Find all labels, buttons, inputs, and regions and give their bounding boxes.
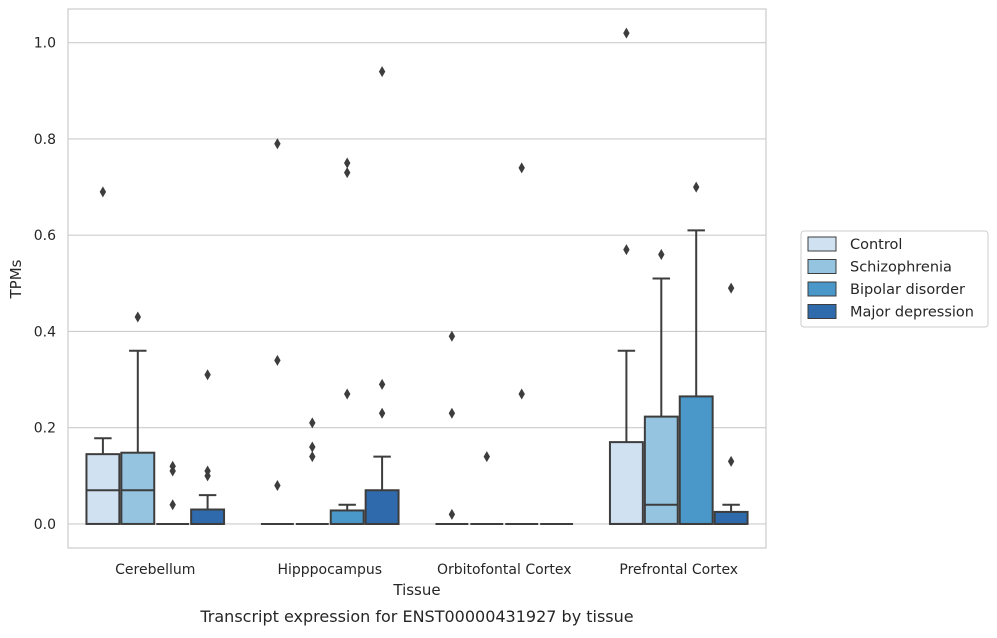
- figure-caption: Transcript expression for ENST0000043192…: [199, 607, 633, 626]
- box: [608, 441, 644, 525]
- box-group: [713, 282, 749, 525]
- outlier-marker: [727, 282, 735, 294]
- box: [678, 395, 714, 525]
- box: [643, 415, 679, 525]
- legend-swatch: [807, 281, 837, 297]
- box-group: [295, 417, 329, 525]
- outlier-marker: [99, 186, 107, 198]
- x-tick-labels: Cerebellum Hipppocampus Orbitofontal Corte…: [115, 562, 738, 578]
- outlier-marker: [727, 455, 735, 467]
- outlier-marker: [274, 354, 281, 366]
- outlier-marker: [309, 417, 316, 429]
- box-group: [505, 162, 539, 525]
- box: [713, 510, 749, 525]
- outlier-marker: [204, 369, 211, 381]
- outlier-marker: [518, 388, 525, 400]
- x-axis-label: Tissue: [392, 581, 440, 599]
- outlier-marker: [378, 66, 386, 78]
- y-tick-label: 0.2: [34, 421, 56, 437]
- outlier-marker: [378, 407, 386, 419]
- box: [190, 508, 226, 525]
- outlier-marker: [448, 508, 456, 520]
- legend-label: Control: [850, 237, 902, 253]
- outlier-marker: [309, 441, 316, 453]
- outlier-marker: [344, 388, 351, 400]
- outlier-marker: [658, 248, 665, 260]
- outlier-marker: [448, 407, 456, 419]
- legend-label: Major depression: [850, 305, 974, 321]
- y-tick-label: 0.4: [34, 324, 56, 340]
- y-tick-label: 0.8: [34, 132, 56, 148]
- outlier-marker: [448, 330, 456, 342]
- box: [364, 489, 400, 525]
- box-group: [190, 369, 226, 525]
- box-group: [364, 66, 400, 525]
- legend-swatch: [807, 259, 837, 274]
- box: [120, 451, 156, 525]
- box-group: [435, 330, 469, 525]
- legend: Control Schizophrenia Bipolar disorder Majo…: [800, 230, 989, 328]
- legend-label: Bipolar disorder: [850, 282, 965, 298]
- outlier-marker: [274, 479, 281, 491]
- y-tick-labels: 0.0 0.2 0.4 0.6 0.8 1.0: [34, 36, 56, 533]
- outlier-marker: [204, 470, 211, 482]
- outlier-marker: [309, 451, 316, 463]
- legend-swatch: [807, 304, 837, 319]
- x-tick-label: Hipppocampus: [277, 562, 382, 578]
- outlier-marker: [344, 167, 351, 179]
- box-group: [156, 460, 190, 525]
- plot-frame: [67, 8, 767, 549]
- box-group: [643, 248, 679, 525]
- y-tick-label: 0.0: [34, 517, 56, 533]
- y-tick-label: 0.6: [34, 228, 56, 244]
- x-tick-label: Prefrontal Cortex: [619, 562, 738, 578]
- box-group: [120, 311, 156, 525]
- legend-frame: [800, 230, 989, 328]
- box: [329, 509, 365, 525]
- box-group: [678, 181, 714, 525]
- box: [85, 453, 121, 525]
- box-layer: [85, 27, 749, 525]
- outlier-marker: [518, 162, 525, 174]
- box-group: [608, 27, 644, 525]
- legend-label: Schizophrenia: [850, 260, 952, 276]
- outlier-marker: [623, 27, 630, 39]
- y-axis-label: TPMs: [7, 259, 25, 299]
- x-tick-label: Cerebellum: [115, 562, 195, 578]
- box-group: [85, 186, 121, 525]
- outlier-marker: [483, 451, 490, 463]
- box-group: [260, 138, 294, 525]
- outlier-marker: [169, 499, 176, 511]
- outlier-marker: [378, 378, 386, 390]
- x-tick-label: Orbitofontal Cortex: [437, 562, 572, 578]
- outlier-marker: [134, 311, 141, 323]
- outlier-marker: [693, 181, 700, 193]
- outlier-marker: [274, 138, 281, 150]
- legend-swatch: [807, 236, 837, 252]
- y-tick-label: 1.0: [34, 36, 56, 52]
- legend-items: Control Schizophrenia Bipolar disorder Majo…: [807, 236, 974, 321]
- outlier-marker: [623, 244, 630, 256]
- outlier-marker: [344, 157, 351, 169]
- box-group: [329, 157, 365, 525]
- outlier-marker: [169, 465, 176, 477]
- box-group: [470, 451, 504, 525]
